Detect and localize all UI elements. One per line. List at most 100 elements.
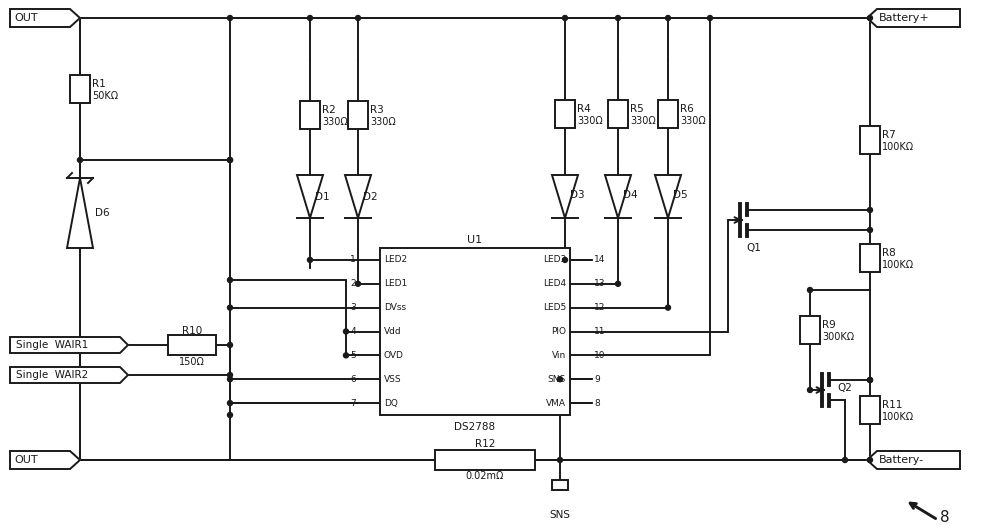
Bar	[435, 450, 535, 470]
Text: 10: 10	[594, 351, 606, 360]
Text: SNS: SNS	[548, 375, 566, 384]
Circle shape	[868, 15, 872, 21]
Text: 100KΩ: 100KΩ	[882, 260, 914, 270]
Polygon shape	[605, 175, 631, 218]
Text: R8: R8	[882, 247, 896, 258]
Circle shape	[842, 458, 848, 463]
Text: LED4: LED4	[543, 279, 566, 288]
Circle shape	[808, 287, 812, 293]
Text: 150Ω: 150Ω	[179, 357, 205, 367]
Text: R9: R9	[822, 320, 836, 330]
Text: R6: R6	[680, 104, 694, 114]
Text: Single  WAIR1: Single WAIR1	[16, 340, 88, 350]
Text: R4: R4	[577, 104, 591, 114]
Circle shape	[558, 376, 562, 382]
Text: 330Ω: 330Ω	[322, 117, 348, 127]
Polygon shape	[10, 367, 128, 383]
Text: 4: 4	[350, 327, 356, 336]
Text: Vin: Vin	[552, 351, 566, 360]
Text: 11: 11	[594, 327, 606, 336]
Polygon shape	[10, 337, 128, 353]
Text: Battery-: Battery-	[879, 455, 924, 465]
Bar	[608, 100, 628, 128]
Circle shape	[228, 15, 232, 21]
Text: 100KΩ: 100KΩ	[882, 142, 914, 152]
Circle shape	[808, 388, 812, 392]
Circle shape	[868, 227, 872, 233]
Text: R11: R11	[882, 400, 902, 410]
Circle shape	[868, 208, 872, 212]
Text: 100KΩ: 100KΩ	[882, 412, 914, 422]
Circle shape	[356, 281, 360, 286]
Text: 50KΩ: 50KΩ	[92, 91, 118, 101]
Bar	[380, 248, 570, 415]
Text: OVD: OVD	[384, 351, 404, 360]
Polygon shape	[345, 175, 371, 218]
Circle shape	[228, 158, 232, 162]
Circle shape	[228, 400, 232, 406]
Circle shape	[228, 278, 232, 282]
Circle shape	[344, 353, 349, 358]
Circle shape	[868, 378, 872, 382]
Text: 12: 12	[594, 303, 605, 312]
Circle shape	[666, 15, 670, 21]
Text: D2: D2	[363, 192, 378, 201]
Polygon shape	[867, 9, 960, 27]
Text: LED5: LED5	[543, 303, 566, 312]
Text: Vdd: Vdd	[384, 327, 402, 336]
Circle shape	[868, 378, 872, 382]
Text: OUT: OUT	[14, 455, 38, 465]
Text: 9: 9	[594, 375, 600, 384]
Text: LED3: LED3	[543, 255, 566, 264]
Circle shape	[228, 305, 232, 310]
Circle shape	[228, 413, 232, 417]
Polygon shape	[67, 178, 93, 248]
Circle shape	[558, 458, 562, 463]
Circle shape	[616, 281, 620, 286]
Circle shape	[356, 15, 360, 21]
Text: LED2: LED2	[384, 255, 407, 264]
Bar	[800, 316, 820, 344]
Text: 5: 5	[350, 351, 356, 360]
Circle shape	[868, 458, 872, 463]
Text: 330Ω: 330Ω	[680, 116, 706, 126]
Polygon shape	[297, 175, 323, 218]
Text: SNS: SNS	[550, 510, 570, 520]
Text: 6: 6	[350, 375, 356, 384]
Text: 0.02mΩ: 0.02mΩ	[466, 471, 504, 481]
Circle shape	[228, 373, 232, 378]
Text: Battery+: Battery+	[879, 13, 930, 23]
Circle shape	[78, 158, 82, 162]
Text: 8: 8	[940, 510, 950, 526]
Text: D4: D4	[623, 190, 638, 200]
Polygon shape	[655, 175, 681, 218]
Text: 14: 14	[594, 255, 605, 264]
Text: 330Ω: 330Ω	[630, 116, 656, 126]
Circle shape	[228, 376, 232, 382]
Bar	[300, 101, 320, 129]
Bar	[70, 75, 90, 103]
Bar	[860, 126, 880, 154]
Text: PIO: PIO	[551, 327, 566, 336]
Text: VSS: VSS	[384, 375, 402, 384]
Text: Single  WAIR2: Single WAIR2	[16, 370, 88, 380]
Circle shape	[308, 258, 312, 262]
Text: DS2788: DS2788	[454, 422, 496, 432]
Circle shape	[228, 342, 232, 347]
Text: OUT: OUT	[14, 13, 38, 23]
Polygon shape	[10, 9, 80, 27]
Bar	[552, 480, 568, 490]
Bar	[168, 335, 216, 355]
Text: DVss: DVss	[384, 303, 406, 312]
Bar	[348, 101, 368, 129]
Circle shape	[562, 258, 568, 262]
Text: R3: R3	[370, 105, 384, 115]
Polygon shape	[552, 175, 578, 218]
Circle shape	[562, 15, 568, 21]
Circle shape	[308, 15, 312, 21]
Circle shape	[708, 15, 712, 21]
Circle shape	[344, 329, 349, 334]
Bar	[555, 100, 575, 128]
Text: 8: 8	[594, 399, 600, 408]
Text: D3: D3	[570, 190, 585, 200]
